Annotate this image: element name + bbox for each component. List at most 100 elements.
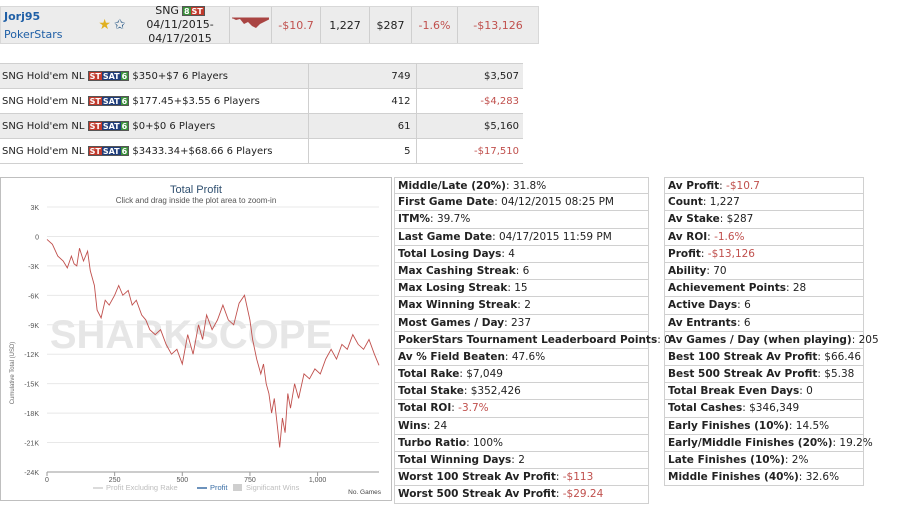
legend-item[interactable]: Significant Wins [246,483,300,492]
stat-value: 47.6% [511,350,546,363]
x-tick-label: 500 [176,477,188,484]
sng-badge-icon: 8 ST [181,6,205,16]
player-cell: Jorj95 PokerStars [1,7,93,43]
stat-value: 6 [744,299,751,312]
stat-separator: : [785,282,793,295]
game-breakdown-table: SNG Hold'em NL ST SAT 6 $350+$7 6 Players … [0,63,523,164]
stat-label: Late Finishes (10%) [668,454,785,466]
stat-value: 32.6% [805,471,840,484]
stat-separator: : [511,454,519,466]
stat-separator: : [494,196,502,209]
stat-row: Early Finishes (10%): 14.5% [664,417,864,435]
y-tick-label: -3K [28,264,39,271]
game-type: SNG Hold'em NL [2,120,85,132]
stat-label: Profit [668,247,701,260]
watermark: SHARKSCOPE [50,313,332,357]
stat-row: First Game Date: 04/12/2015 08:25 PM [394,194,649,212]
stat-separator: : [788,419,796,432]
stat-row: Worst 500 Streak Av Profit: -$29.24 [394,486,649,504]
stat-value: 2 [524,299,531,312]
stat-row: Total Losing Days: 4 [394,245,649,263]
stat-label: Total ROI [398,402,452,415]
stat-separator: : [657,333,665,346]
table-row[interactable]: SNG Hold'em NL ST SAT 6 $350+$7 6 Players … [0,63,523,89]
table-row[interactable]: SNG Hold'em NL ST SAT 6 $177.45+$3.55 6 Pl… [0,88,523,114]
stat-value: 6 [743,316,751,329]
stat-value: 2% [791,454,809,466]
stat-separator: : [706,264,714,277]
follow-star-icon[interactable]: ✩ [113,17,126,33]
stat-row: ITM%: 39.7% [394,211,649,229]
stat-row: Av Profit: -$10.7 [664,177,864,195]
stat-separator: : [784,454,792,466]
stat-row: Count: 1,227 [664,194,864,212]
stat-value: 4 [508,247,515,260]
stat-value: 39.7% [436,213,471,226]
game-count: 5 [308,138,417,164]
legend-item[interactable]: Profit [210,483,228,492]
stat-label: Most Games / Day [398,316,505,329]
game-profit: $5,160 [416,113,523,139]
chart-svg[interactable]: Total Profit Click and drag inside the p… [1,178,391,500]
y-tick-label: 0 [35,234,39,241]
stat-separator: : [463,385,471,398]
stat-value: 04/17/2015 11:59 PM [498,230,612,243]
game-profit: -$4,283 [416,88,523,114]
game-desc: $177.45+$3.55 6 Players [132,95,260,107]
legend-item[interactable]: Profit Excluding Rake [106,483,178,492]
stat-value: 205 [858,333,879,346]
stat-label: Av Stake [668,213,720,226]
stat-label: Total Break Even Days [668,385,800,398]
legend-swatch [233,484,242,491]
stat-label: Total Winning Days [398,454,512,466]
game-count: 412 [308,88,417,114]
player-name-link[interactable]: Jorj95 [4,9,41,23]
stat-value: 237 [510,316,532,329]
x-tick-label: 0 [45,477,49,484]
table-row[interactable]: SNG Hold'em NL ST SAT 6 $3433.34+$68.66 6 … [0,138,523,164]
stat-value: 2 [518,454,525,466]
game-name-cell: SNG Hold'em NL ST SAT 6 $350+$7 6 Players [0,63,309,89]
favorite-star-icon[interactable]: ★ [98,17,111,33]
stat-row: Middle Finishes (40%): 32.6% [664,469,864,487]
stat-row: Max Losing Streak: 15 [394,280,649,298]
stat-label: Av Profit [668,180,720,192]
total-profit-chart[interactable]: Total Profit Click and drag inside the p… [0,177,392,501]
y-tick-label: -12K [24,352,39,359]
chart-subtitle: Click and drag inside the plot area to z… [116,196,277,205]
stat-label: Av ROI [668,230,708,243]
y-tick-label: -15K [24,382,39,389]
y-tick-label: -6K [28,293,39,300]
chart-legend[interactable]: Profit Excluding Rake Profit Significant W… [93,483,300,492]
game-profit: -$17,510 [416,138,523,164]
stat-label: Count [668,196,703,209]
site-link[interactable]: PokerStars [4,27,63,41]
stat-separator: : [555,488,563,501]
player-summary-row: Jorj95 PokerStars ★ ✩ SNG 8 ST 04/11/2015… [0,4,539,45]
game-count: 749 [308,63,417,89]
stat-value: -1.6% [714,230,745,243]
game-name-cell: SNG Hold'em NL ST SAT 6 $3433.34+$68.66 6 … [0,138,309,164]
x-axis-label: No. Games [348,489,382,496]
stat-label: Last Game Date [398,230,493,243]
stat-separator: : [505,180,513,192]
x-tick-label: 1,000 [309,477,327,484]
stat-separator: : [504,316,511,329]
stat-row: Av Games / Day (when playing): 205 [664,331,879,349]
stat-label: Total Stake [398,385,464,398]
sparkline-chart [232,17,269,28]
table-row[interactable]: SNG Hold'em NL ST SAT 6 $0+$0 6 Players 61… [0,113,523,139]
stat-label: Middle Finishes (40%) [668,471,799,484]
stat-value: -$13,126 [707,247,755,260]
y-tick-label: -21K [24,441,39,448]
stats-column-right: Av Profit: -$10.7 Count: 1,227 Av Stake: $… [664,177,879,487]
game-desc: $3433.34+$68.66 6 Players [132,145,273,157]
stat-row: Wins: 24 [394,417,649,435]
header-av-roi: -1.6% [411,7,457,43]
y-tick-label: 3K [30,205,39,212]
stat-row: Total Stake: $352,426 [394,383,649,401]
header-count: 1,227 [320,7,369,43]
stat-value: 31.8% [512,180,547,192]
stat-value: 1,227 [709,196,740,209]
game-desc: $350+$7 6 Players [132,70,228,82]
